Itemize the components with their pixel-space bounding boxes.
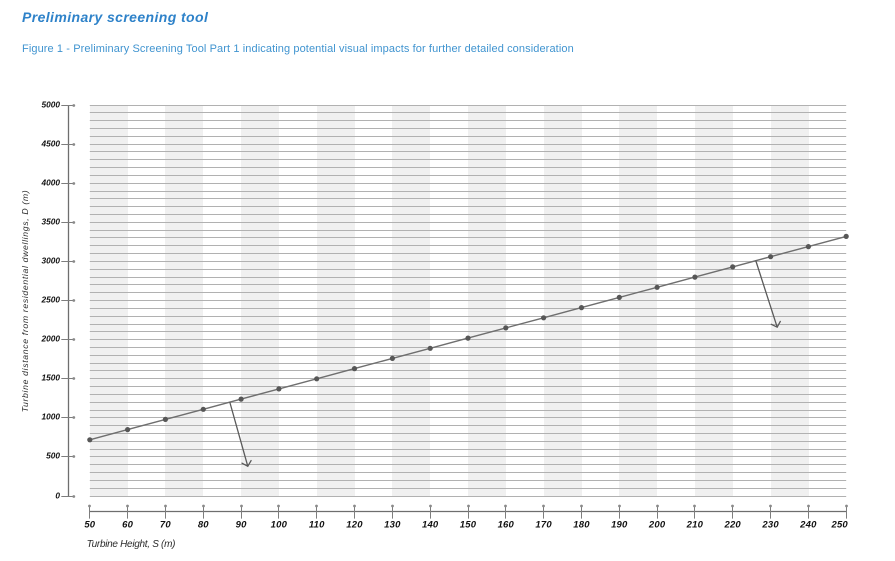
svg-text:110: 110 — [309, 520, 325, 531]
svg-text:170: 170 — [535, 520, 552, 531]
svg-text:250: 250 — [830, 520, 848, 531]
svg-text:150: 150 — [460, 520, 477, 531]
svg-text:2500: 2500 — [41, 295, 61, 305]
svg-text:4000: 4000 — [41, 178, 61, 188]
svg-text:160: 160 — [498, 520, 515, 531]
svg-text:80: 80 — [198, 520, 209, 531]
svg-text:100: 100 — [271, 520, 288, 531]
svg-text:Turbine distance from resident: Turbine distance from residential dwelli… — [20, 190, 30, 413]
svg-text:90: 90 — [236, 520, 247, 531]
svg-text:140: 140 — [422, 520, 439, 531]
svg-text:240: 240 — [799, 520, 817, 531]
svg-text:4500: 4500 — [41, 139, 61, 149]
svg-text:70: 70 — [160, 520, 171, 531]
svg-text:500: 500 — [46, 451, 60, 461]
svg-text:180: 180 — [573, 520, 590, 531]
svg-text:5000: 5000 — [42, 100, 61, 110]
svg-text:220: 220 — [723, 520, 741, 531]
svg-text:230: 230 — [761, 520, 779, 531]
svg-text:0: 0 — [55, 491, 60, 501]
svg-text:50: 50 — [84, 520, 95, 531]
svg-text:120: 120 — [346, 520, 363, 531]
svg-text:200: 200 — [648, 520, 666, 531]
svg-text:2000: 2000 — [41, 334, 61, 344]
svg-text:1500: 1500 — [42, 373, 61, 383]
svg-text:190: 190 — [611, 520, 628, 531]
svg-text:210: 210 — [686, 520, 704, 531]
svg-text:60: 60 — [122, 520, 133, 531]
svg-text:Turbine Height, S (m): Turbine Height, S (m) — [87, 539, 176, 550]
svg-text:3500: 3500 — [42, 217, 61, 227]
svg-text:130: 130 — [384, 520, 401, 531]
svg-text:1000: 1000 — [42, 412, 61, 422]
svg-text:3000: 3000 — [42, 256, 61, 266]
